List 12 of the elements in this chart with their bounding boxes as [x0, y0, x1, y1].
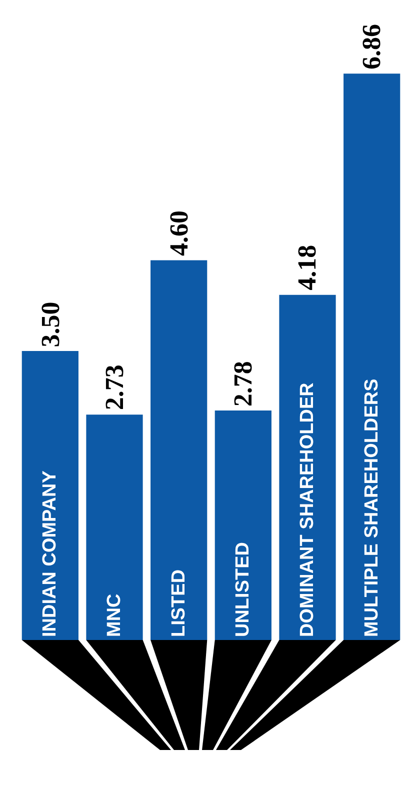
x-tick-label: DOMINANT SHAREHOLDER [297, 382, 318, 637]
data-label: 2.78 [228, 361, 258, 407]
data-label: 4.60 [164, 210, 194, 256]
data-label: 3.50 [36, 302, 66, 348]
x-tick-label: LISTED [168, 569, 190, 637]
x-tick-label: MNC [104, 593, 125, 637]
x-tick-label: MULTIPLE SHAREHOLDERS [361, 378, 382, 637]
x-tick-label: UNLISTED [232, 542, 254, 637]
data-label: 6.86 [357, 24, 386, 70]
data-label: 4.18 [292, 244, 322, 290]
data-label: 2.73 [100, 364, 129, 410]
x-tick-label: INDIAN COMPANY [40, 470, 61, 637]
